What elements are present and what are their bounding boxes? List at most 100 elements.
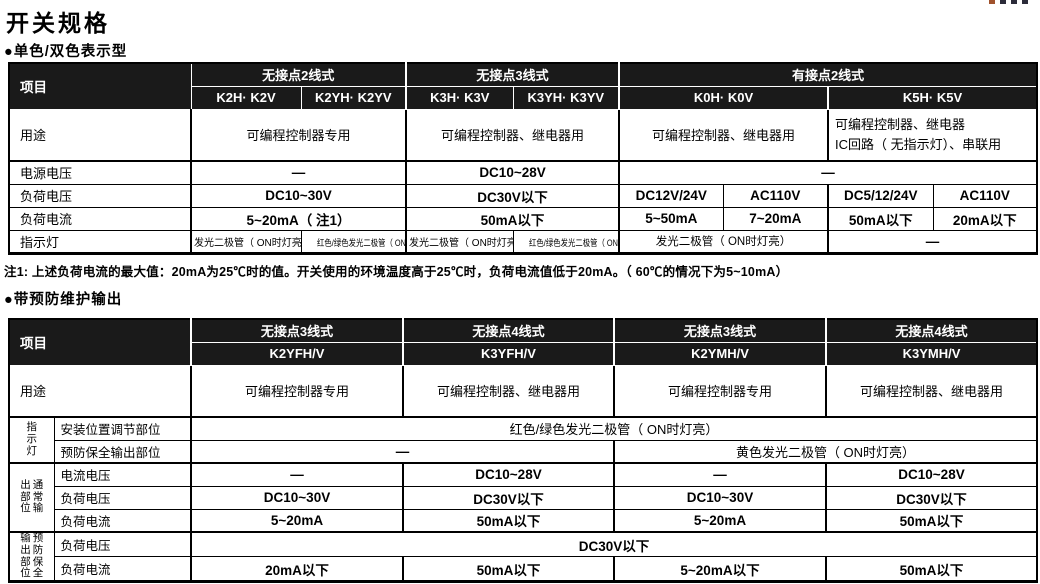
spec-table-single-dual-color: 项目 无接点2线式 无接点3线式 有接点2线式 K2H· K2V K2YH· K… [8, 62, 1039, 255]
corner-mark [1000, 0, 1006, 4]
spec-cell: DC10~30V [189, 183, 407, 208]
model-header: K3YH· K3YV [512, 85, 620, 110]
row-label: 用途 [8, 364, 192, 418]
row-group-label-maintenance-output: 预 防 保 全输 出 部 位 [8, 531, 55, 582]
spec-cell: 可编程控制器专用 [189, 108, 407, 162]
spec-cell: 50mA以下 [825, 508, 1038, 533]
spec-cell: 7~20mA [722, 206, 829, 231]
spec-cell-line: 可编程控制器、继电器 [835, 116, 966, 132]
spec-cell: DC30V以下 [190, 531, 1038, 558]
spec-cell: 50mA以下 [825, 556, 1038, 582]
spec-cell: 黄色发光二极管（ ON时灯亮） [613, 439, 1038, 464]
spec-cell: DC10~28V [402, 462, 615, 487]
vertical-label-column: 指 示 灯 [26, 421, 38, 457]
table-row: 项目 无接点2线式 无接点3线式 有接点2线式 [8, 62, 1038, 110]
corner-mark [989, 0, 995, 4]
spec-cell: 5~20mA（ 注1） [189, 206, 407, 231]
spec-cell: — [618, 160, 1038, 185]
table-row: 指示灯 发光二极管（ ON时灯亮） 红色/绿色发光二极管（ ON时灯亮） 发光二… [8, 229, 1038, 254]
sub-row-label: 负荷电流 [53, 508, 192, 533]
spec-cell: DC10~28V [405, 160, 620, 185]
model-header: K3YFH/V [402, 341, 615, 366]
column-group-header: 无接点4线式 [402, 318, 615, 343]
spec-cell: AC110V [932, 183, 1038, 208]
table-row: 用途 可编程控制器专用 可编程控制器、继电器用 可编程控制器、继电器用 可编程控… [8, 108, 1038, 162]
spec-cell: 50mA以下 [402, 508, 615, 533]
column-group-header: 无接点2线式 [190, 62, 407, 87]
model-header: K5H· K5V [827, 85, 1038, 110]
sub-row-label: 预防保全输出部位 [53, 439, 192, 464]
page-corner-fragment [989, 0, 1028, 5]
table-row: 项目 无接点3线式 无接点4线式 无接点3线式 无接点4线式 [8, 318, 1038, 366]
spec-cell: 50mA以下 [405, 206, 620, 231]
table-row: K2H· K2V K2YH· K2YV K3H· K3V K3YH· K3YV … [9, 85, 1038, 110]
spec-cell: 可编程控制器专用 [190, 364, 404, 418]
model-header: K2YFH/V [190, 341, 404, 366]
spec-cell-text: 红色/绿色发光二极管（ ON时灯亮） [316, 237, 406, 248]
spec-cell: 发光二极管（ ON时灯亮） [618, 229, 829, 254]
footnote-note1: 注1: 上述负荷电流的最大值：20mA为25℃时的值。开关使用的环境温度高于25… [4, 265, 789, 279]
spec-cell-line: IC回路（ 无指示灯）、串联用 [835, 136, 1002, 152]
spec-cell: DC5/12/24V [827, 183, 934, 208]
spec-cell: 50mA以下 [827, 206, 934, 231]
item-header: 项目 [8, 62, 192, 110]
model-header: K2H· K2V [190, 85, 302, 110]
spec-cell: — [613, 462, 827, 487]
row-label: 电源电压 [8, 160, 192, 185]
spec-cell: 可编程控制器、继电器用 [618, 108, 829, 162]
spec-cell: DC30V以下 [825, 485, 1038, 510]
sub-row-label: 安装位置调节部位 [53, 416, 192, 441]
spec-cell: — [190, 462, 404, 487]
table-row: 用途 可编程控制器专用 可编程控制器、继电器用 可编程控制器专用 可编程控制器、… [8, 364, 1038, 418]
table-row: 负荷电流 20mA以下 50mA以下 5~20mA以下 50mA以下 [9, 556, 1038, 582]
item-header: 项目 [8, 318, 192, 366]
table-row: 负荷电压 DC10~30V DC30V以下 DC10~30V DC30V以下 [9, 485, 1038, 510]
spec-cell: 发光二极管（ ON时灯亮） [405, 229, 514, 254]
spec-cell: 5~50mA [618, 206, 724, 231]
sub-row-label: 负荷电流 [53, 556, 192, 582]
spec-cell: 红色/绿色发光二极管（ ON时灯亮） [190, 416, 1038, 441]
table-row: 负荷电流 5~20mA（ 注1） 50mA以下 5~50mA 7~20mA 50… [8, 206, 1038, 231]
table-row: K2YFH/V K3YFH/V K2YMH/V K3YMH/V [9, 341, 1038, 366]
spec-cell: DC10~30V [613, 485, 827, 510]
spec-cell-text: 红色/绿色发光二极管（ ON时灯亮） [528, 237, 619, 248]
spec-cell: 可编程控制器、继电器 IC回路（ 无指示灯）、串联用 [827, 108, 1038, 162]
column-group-header: 无接点4线式 [825, 318, 1038, 343]
spec-cell: 可编程控制器、继电器用 [402, 364, 615, 418]
spec-cell: 5~20mA以下 [613, 556, 827, 582]
vertical-label-column: 输 出 部 位 [20, 532, 31, 580]
spec-cell: 可编程控制器、继电器用 [405, 108, 620, 162]
table-row: 电源电压 — DC10~28V — [8, 160, 1038, 185]
model-header: K3H· K3V [405, 85, 514, 110]
row-group-label-normal-output: 通 常 输出 部 位 [8, 462, 55, 533]
spec-cell: 红色/绿色发光二极管（ ON时灯亮） [300, 229, 407, 254]
spec-cell: DC10~30V [190, 485, 404, 510]
table-row: 通 常 输出 部 位 电流电压 — DC10~28V — DC10~28V [8, 462, 1038, 533]
table-row: 预防保全输出部位 — 黄色发光二极管（ ON时灯亮） [9, 439, 1038, 464]
column-group-header: 无接点3线式 [190, 318, 404, 343]
model-header: K2YMH/V [613, 341, 827, 366]
spec-cell: DC30V以下 [402, 485, 615, 510]
model-header: K3YMH/V [825, 341, 1038, 366]
spec-cell: 20mA以下 [932, 206, 1038, 231]
spec-cell: DC12V/24V [618, 183, 724, 208]
spec-cell: — [190, 439, 615, 464]
spec-cell: — [189, 160, 407, 185]
column-group-header: 无接点3线式 [405, 62, 620, 87]
spec-cell: 5~20mA [613, 508, 827, 533]
sub-row-label: 负荷电压 [53, 531, 192, 558]
row-label: 负荷电压 [8, 183, 192, 208]
spec-cell: DC30V以下 [405, 183, 620, 208]
spec-cell: 20mA以下 [190, 556, 404, 582]
vertical-label-column: 出 部 位 [20, 478, 31, 515]
section-title-single-dual-color: ●单色/双色表示型 [4, 44, 128, 60]
spec-table-preventive-maintenance: 项目 无接点3线式 无接点4线式 无接点3线式 无接点4线式 K2YFH/V K… [8, 318, 1038, 583]
spec-cell: AC110V [722, 183, 829, 208]
spec-cell: 红色/绿色发光二极管（ ON时灯亮） [512, 229, 620, 254]
table-row: 负荷电流 5~20mA 50mA以下 5~20mA 50mA以下 [9, 508, 1038, 533]
spec-cell: 5~20mA [190, 508, 404, 533]
corner-mark [1011, 0, 1017, 4]
spec-cell: 发光二极管（ ON时灯亮） [190, 229, 302, 254]
spec-cell: 可编程控制器专用 [613, 364, 827, 418]
